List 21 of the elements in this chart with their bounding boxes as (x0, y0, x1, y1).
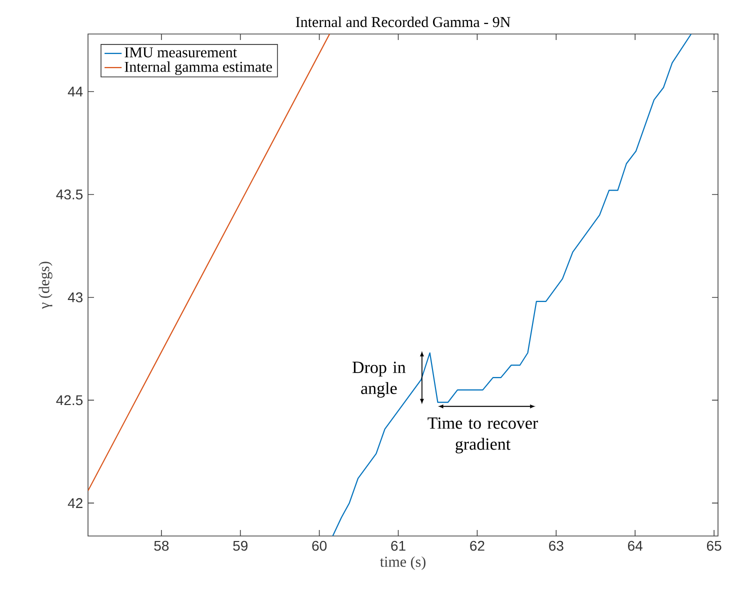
annotation: Drop in angle (352, 362, 406, 398)
y-tick-label: 43 (68, 292, 83, 302)
annotation: Time to recover gradient (428, 417, 538, 454)
x-tick-label: 62 (470, 540, 484, 551)
x-axis-title: time (s) (380, 556, 426, 570)
legend-label: Internal gamma estimate (124, 61, 272, 75)
x-tick-label: 60 (312, 540, 327, 551)
y-tick-label: 44 (68, 86, 83, 96)
y-tick-label: 43.5 (56, 190, 83, 200)
y-axis-title: γ (degs) (38, 262, 52, 309)
x-tick-label: 65 (706, 540, 722, 551)
x-tick-label: 64 (628, 540, 642, 551)
x-tick-label: 58 (154, 540, 169, 551)
line-series (332, 34, 692, 536)
legend-label: IMU measurement (124, 47, 237, 58)
y-tick-label: 42.5 (56, 395, 83, 406)
x-tick-label: 59 (233, 540, 248, 551)
x-tick-label: 61 (391, 540, 406, 551)
x-tick-label: 63 (549, 540, 564, 551)
chart-title: Internal and Recorded Gamma - 9N (296, 16, 510, 28)
y-tick-label: 42 (68, 498, 82, 508)
